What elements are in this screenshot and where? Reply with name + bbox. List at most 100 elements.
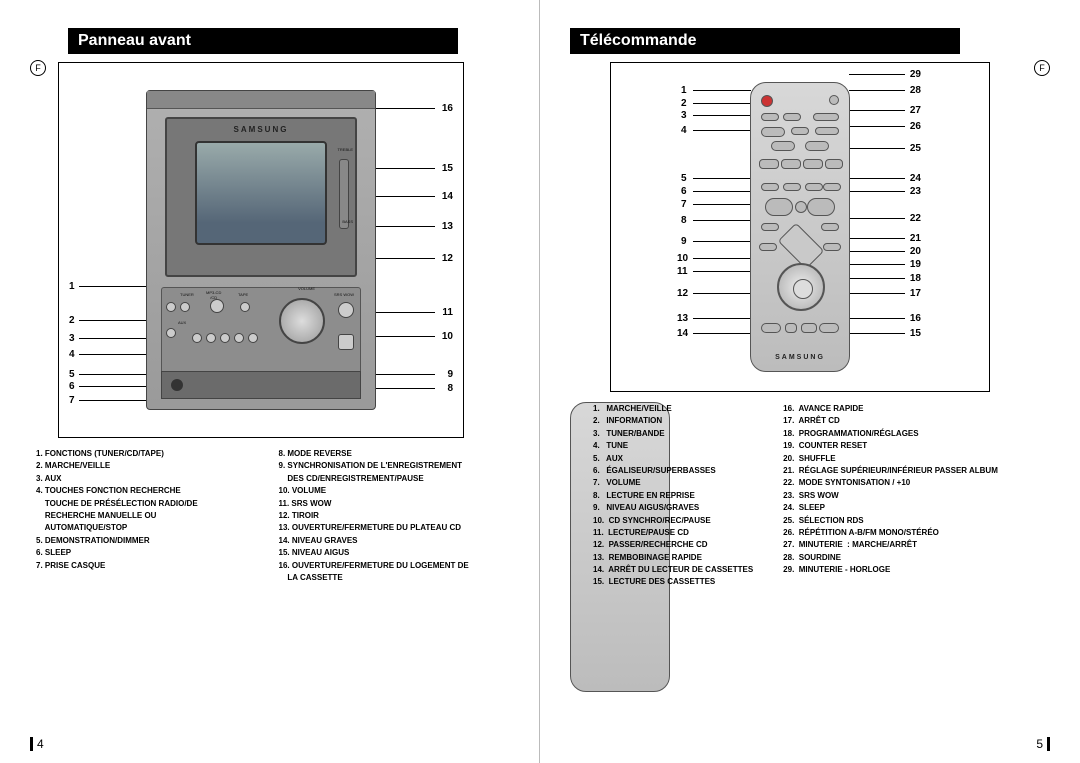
callout-num: 11 [677, 266, 688, 277]
legend-line: 22. MODE SYNTONISATION / +10 [783, 477, 998, 489]
legend-line: 12. TIROIR [279, 510, 504, 522]
legend-line: 13. REMBOBINAGE RAPIDE [593, 552, 753, 564]
legend-line: 2. INFORMATION [593, 415, 753, 427]
legend-line: 4. TOUCHES FONCTION RECHERCHE [36, 485, 261, 497]
callout-num: 5 [681, 173, 687, 184]
callout-num: 3 [69, 333, 75, 344]
legend-col-1: 1. FONCTIONS (TUNER/CD/TAPE)2. MARCHE/VE… [36, 448, 261, 584]
legend-line: 2. MARCHE/VEILLE [36, 460, 261, 472]
callout-num: 21 [910, 233, 921, 244]
callout-num: 18 [910, 273, 921, 284]
legend-line: 9. SYNCHRONISATION DE L'ENREGISTREMENT [279, 460, 504, 472]
legend-line: AUTOMATIQUE/STOP [36, 522, 261, 534]
callout-num: 27 [910, 105, 921, 116]
callout-num: 7 [69, 395, 75, 406]
callout-num: 4 [681, 125, 687, 136]
callout-num: 9 [447, 369, 453, 380]
callout-num: 29 [910, 69, 921, 80]
callout-num: 24 [910, 173, 921, 184]
callout-num: 11 [442, 307, 453, 318]
callout-num: 23 [910, 186, 921, 197]
legend-line: 8. MODE REVERSE [279, 448, 504, 460]
legend-line: 7. VOLUME [593, 477, 753, 489]
callout-num: 28 [910, 85, 921, 96]
callout-num: 14 [677, 328, 688, 339]
legend-line: 5. AUX [593, 453, 753, 465]
legend-line: 11. SRS WOW [279, 498, 504, 510]
legend-line: 4. TUNE [593, 440, 753, 452]
callout-num: 13 [442, 221, 453, 232]
legend-line: 10. CD SYNCHRO/REC/PAUSE [593, 515, 753, 527]
legend-line: 6. SLEEP [36, 547, 261, 559]
legend-line: 11. LECTURE/PAUSE CD [593, 527, 753, 539]
legend-line: 6. ÉGALISEUR/SUPERBASSES [593, 465, 753, 477]
legend-line: RECHERCHE MANUELLE OU [36, 510, 261, 522]
callout-num: 2 [69, 315, 75, 326]
manual-spread: F Panneau avant 1 2 3 4 5 6 7 16 15 14 1… [0, 0, 1080, 763]
legend-line: 1. FONCTIONS (TUNER/CD/TAPE) [36, 448, 261, 460]
legend-line: 1. MARCHE/VEILLE [593, 403, 753, 415]
heading-front-panel: Panneau avant [68, 28, 458, 54]
callout-num: 6 [681, 186, 687, 197]
callout-num: 2 [681, 98, 687, 109]
callout-num: 1 [69, 281, 75, 292]
callout-num: 3 [681, 110, 687, 121]
remote-illustration: SAMSUNG [750, 82, 850, 372]
legend-line: 3. AUX [36, 473, 261, 485]
callout-num: 13 [677, 313, 688, 324]
callout-num: 10 [442, 331, 453, 342]
callout-num: 15 [910, 328, 921, 339]
legend-line: 20. SHUFFLE [783, 453, 998, 465]
legend-line: 16. OUVERTURE/FERMETURE DU LOGEMENT DE [279, 560, 504, 572]
legend-line: 8. LECTURE EN REPRISE [593, 490, 753, 502]
legend-line: 27. MINUTERIE : MARCHE/ARRÊT [783, 539, 998, 551]
legend-line: 25. SÉLECTION RDS [783, 515, 998, 527]
device-illustration: SAMSUNG TREBLE BASS TUNER MP3-CD /CD TAP… [146, 90, 376, 410]
legend-line: 14. NIVEAU GRAVES [279, 535, 504, 547]
callout-num: 22 [910, 213, 921, 224]
legend-line: 26. RÉPÉTITION A-B/FM MONO/STÉRÉO [783, 527, 998, 539]
callout-num: 1 [681, 85, 687, 96]
callout-num: 20 [910, 246, 921, 257]
legend-line: 17. ARRÊT CD [783, 415, 998, 427]
legend-line: 16. AVANCE RAPIDE [783, 403, 998, 415]
brand-label: SAMSUNG [167, 125, 355, 134]
legend-line: 15. NIVEAU AIGUS [279, 547, 504, 559]
callout-num: 8 [681, 215, 687, 226]
callout-num: 25 [910, 143, 921, 154]
callout-num: 17 [910, 288, 921, 299]
legend-line: 14. ARRÊT DU LECTEUR DE CASSETTES [593, 564, 753, 576]
legend-line: 29. MINUTERIE - HORLOGE [783, 564, 998, 576]
legend-line: 13. OUVERTURE/FERMETURE DU PLATEAU CD [279, 522, 504, 534]
heading-remote: Télécommande [570, 28, 960, 54]
legend-line: TOUCHE DE PRÉSÉLECTION RADIO/DE [36, 498, 261, 510]
legend-line: 21. RÉGLAGE SUPÉRIEUR/INFÉRIEUR PASSER A… [783, 465, 998, 477]
callout-num: 16 [910, 313, 921, 324]
legend-line: 24. SLEEP [783, 502, 998, 514]
callout-num: 19 [910, 259, 921, 270]
legend-col-2: 8. MODE REVERSE9. SYNCHRONISATION DE L'E… [279, 448, 504, 584]
legend-line: 12. PASSER/RECHERCHE CD [593, 539, 753, 551]
legend-line: 19. COUNTER RESET [783, 440, 998, 452]
callout-num: 14 [442, 191, 453, 202]
legend-line: 9. NIVEAU AIGUS/GRAVES [593, 502, 753, 514]
page-right: Télécommande F 1 2 3 4 5 6 7 8 9 10 11 1… [540, 0, 1080, 763]
callout-num: 10 [677, 253, 688, 264]
front-panel-legend: 1. FONCTIONS (TUNER/CD/TAPE)2. MARCHE/VE… [30, 448, 509, 584]
remote-diagram: 1 2 3 4 5 6 7 8 9 10 11 12 13 14 29 28 2… [610, 62, 990, 392]
legend-line: 28. SOURDINE [783, 552, 998, 564]
remote-legend: 1. MARCHE/VEILLE2. INFORMATION3. TUNER/B… [570, 402, 670, 692]
callout-num: 8 [447, 383, 453, 394]
callout-num: 26 [910, 121, 921, 132]
legend-line: 18. PROGRAMMATION/RÉGLAGES [783, 428, 998, 440]
heading-row-left: Panneau avant [30, 28, 509, 54]
language-marker-right: F [1034, 60, 1050, 76]
page-left: F Panneau avant 1 2 3 4 5 6 7 16 15 14 1… [0, 0, 540, 763]
callout-num: 9 [681, 236, 687, 247]
legend-line: LA CASSETTE [279, 572, 504, 584]
legend-line: 15. LECTURE DES CASSETTES [593, 576, 753, 588]
legend-col-1: 1. MARCHE/VEILLE2. INFORMATION3. TUNER/B… [593, 403, 753, 691]
legend-line: DES CD/ENREGISTREMENT/PAUSE [279, 473, 504, 485]
legend-line: 10. VOLUME [279, 485, 504, 497]
page-number-left: 4 [30, 737, 44, 751]
